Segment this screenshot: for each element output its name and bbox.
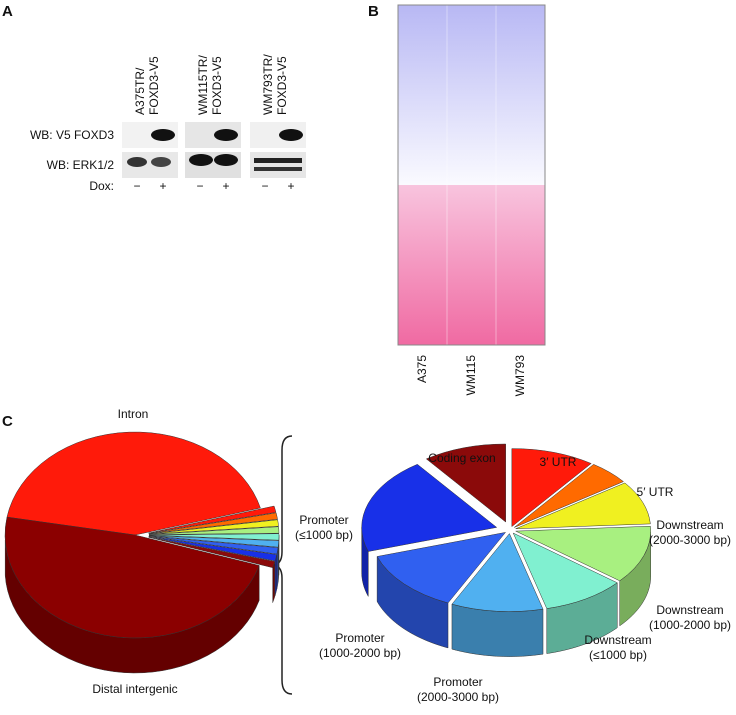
heatmap-column-label: A375 bbox=[415, 355, 429, 383]
slice-label: Downstream(2000-3000 bp) bbox=[649, 518, 731, 547]
blot-column-label: FOXD3-V5 bbox=[147, 56, 161, 115]
slice-label: Coding exon bbox=[428, 451, 495, 465]
slice-label: Intron bbox=[118, 407, 149, 421]
dox-label: Dox: bbox=[89, 179, 114, 193]
panel-label: B bbox=[368, 3, 379, 20]
slice-label: Promoter(≤1000 bp) bbox=[295, 513, 353, 542]
dox-value: − bbox=[133, 179, 140, 193]
blot-row-label: WB: V5 FOXD3 bbox=[30, 128, 114, 142]
blots bbox=[122, 122, 306, 178]
dox-value: + bbox=[222, 179, 229, 193]
panel-label: C bbox=[2, 413, 13, 430]
blot-column-label: WM115TR/ bbox=[196, 55, 210, 115]
slice-label: Downstream(1000-2000 bp) bbox=[649, 603, 731, 632]
slice-label: Promoter(1000-2000 bp) bbox=[319, 631, 401, 660]
heatmap bbox=[398, 5, 545, 345]
slice-label: Promoter(2000-3000 bp) bbox=[417, 675, 499, 704]
slice-side bbox=[273, 561, 275, 602]
slice-label: Distal intergenic bbox=[92, 682, 177, 696]
slice-label: 3′ UTR bbox=[540, 455, 577, 469]
dox-value: − bbox=[261, 179, 268, 193]
slice-label: Downstream(≤1000 bp) bbox=[584, 633, 651, 662]
blot-row-label: WB: ERK1/2 bbox=[47, 158, 115, 172]
dox-value: − bbox=[196, 179, 203, 193]
heatmap-column-label: WM793 bbox=[513, 355, 527, 397]
blot-column-label: A375TR/ bbox=[133, 67, 147, 115]
panel-label: A bbox=[2, 3, 13, 20]
blot-column-label: FOXD3-V5 bbox=[275, 56, 289, 115]
blot-column-label: WM793TR/ bbox=[261, 54, 275, 115]
dox-value: + bbox=[159, 179, 166, 193]
heatmap-column-label: WM115 bbox=[464, 355, 478, 396]
dox-value: + bbox=[287, 179, 294, 193]
slice-label: 5′ UTR bbox=[637, 485, 674, 499]
slice-side bbox=[452, 604, 543, 656]
blot-column-label: FOXD3-V5 bbox=[210, 56, 224, 115]
